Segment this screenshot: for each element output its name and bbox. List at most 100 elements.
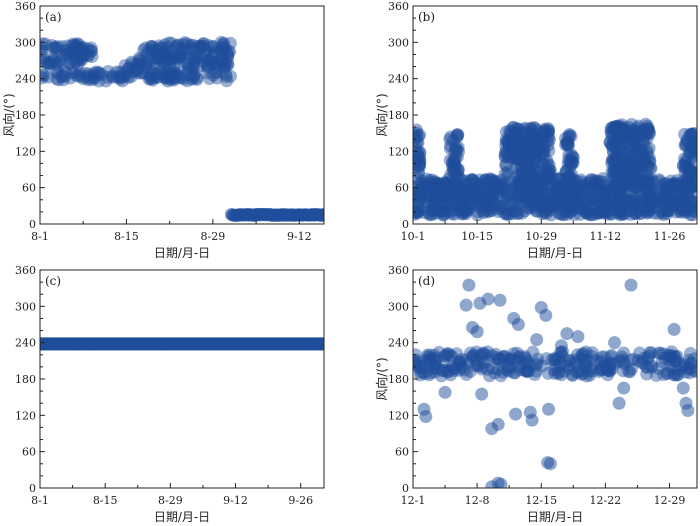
- data-point: [75, 52, 89, 66]
- data-point: [534, 181, 548, 195]
- data-point: [660, 184, 674, 198]
- data-point: [663, 187, 677, 201]
- data-point: [611, 184, 625, 198]
- data-point: [625, 178, 639, 192]
- data-point: [501, 169, 515, 183]
- data-point: [462, 197, 476, 211]
- data-point: [201, 59, 215, 73]
- data-point: [645, 172, 659, 186]
- data-point: [45, 54, 59, 68]
- data-point: [219, 67, 233, 81]
- data-point: [435, 364, 449, 378]
- data-point: [620, 195, 634, 209]
- data-point: [208, 47, 222, 61]
- data-point: [158, 38, 172, 52]
- data-point: [591, 206, 605, 220]
- data-point: [475, 193, 489, 207]
- data-point: [553, 207, 567, 221]
- data-point: [500, 176, 514, 190]
- data-point: [617, 179, 631, 193]
- data-point: [423, 184, 437, 198]
- data-point: [139, 41, 153, 55]
- data-point: [668, 178, 682, 192]
- data-point: [674, 203, 688, 217]
- data-point: [542, 402, 556, 416]
- data-point: [426, 181, 440, 195]
- x-axis-label: 日期/月-日: [154, 246, 210, 260]
- data-point: [187, 50, 201, 64]
- data-point: [558, 196, 572, 210]
- data-point: [426, 197, 440, 211]
- data-point: [82, 49, 96, 63]
- data-point: [490, 175, 504, 189]
- data-point: [466, 193, 480, 207]
- data-point: [185, 41, 199, 55]
- data-point: [672, 179, 686, 193]
- data-point: [537, 194, 551, 208]
- data-point: [180, 74, 194, 88]
- data-point: [201, 60, 215, 74]
- markers-panel-d: [413, 278, 697, 488]
- data-point: [501, 186, 515, 200]
- data-point: [75, 51, 89, 65]
- data-point: [599, 199, 613, 213]
- data-point: [439, 197, 453, 211]
- data-point: [413, 176, 427, 190]
- data-point: [195, 50, 209, 64]
- data-point: [641, 175, 655, 189]
- markers-panel-b: [413, 117, 697, 222]
- data-point: [144, 44, 158, 58]
- data-point: [432, 192, 446, 206]
- data-point: [477, 206, 491, 220]
- data-point: [145, 47, 159, 61]
- data-point: [633, 183, 647, 197]
- data-point: [206, 68, 220, 82]
- data-point: [165, 52, 179, 66]
- data-point: [651, 195, 665, 209]
- data-point: [116, 66, 130, 80]
- data-point: [603, 196, 617, 210]
- data-point: [642, 200, 656, 214]
- data-point: [51, 66, 65, 80]
- data-point: [113, 65, 127, 79]
- data-point: [50, 58, 64, 72]
- data-point: [533, 172, 547, 186]
- data-point: [417, 176, 431, 190]
- data-point: [50, 65, 64, 79]
- data-point: [639, 184, 653, 198]
- data-point: [493, 173, 507, 187]
- data-point: [585, 208, 599, 222]
- data-point: [449, 182, 463, 196]
- x-tick-label: 8-15: [93, 494, 118, 507]
- data-point: [479, 173, 493, 187]
- data-point: [648, 190, 662, 204]
- data-point: [660, 182, 674, 196]
- data-point: [455, 203, 469, 217]
- data-point: [429, 185, 443, 199]
- data-point: [223, 36, 237, 50]
- data-point: [571, 330, 585, 344]
- data-point: [617, 200, 631, 214]
- data-point: [165, 53, 179, 67]
- data-point: [590, 178, 604, 192]
- data-point: [58, 69, 72, 83]
- data-point: [219, 70, 233, 84]
- data-point: [517, 176, 531, 190]
- data-point: [614, 188, 628, 202]
- data-point: [634, 188, 648, 202]
- data-point: [560, 175, 574, 189]
- x-tick-label: 9-26: [288, 494, 313, 507]
- data-point: [456, 203, 470, 217]
- data-point: [689, 178, 697, 192]
- data-point: [178, 36, 192, 50]
- data-point: [513, 175, 527, 189]
- y-tick-label: 300: [388, 36, 409, 49]
- data-point: [438, 176, 452, 190]
- data-point: [667, 179, 681, 193]
- data-point: [66, 66, 80, 80]
- data-point: [585, 191, 599, 205]
- data-point: [636, 176, 650, 190]
- data-point: [419, 181, 433, 195]
- data-point: [151, 70, 165, 84]
